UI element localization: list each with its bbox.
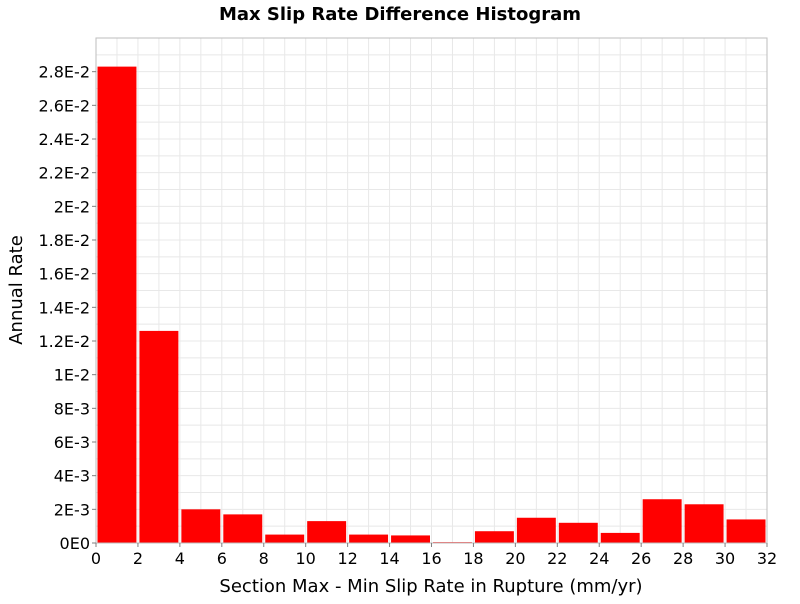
grid-layer [95, 37, 768, 544]
histogram-bar [97, 66, 137, 543]
bar-layer [97, 66, 766, 543]
x-axis-title: Section Max - Min Slip Rate in Rupture (… [219, 576, 642, 597]
chart-title: Max Slip Rate Difference Histogram [219, 4, 581, 25]
histogram-bar [558, 522, 598, 543]
y-tick-label: 0E0 [60, 534, 90, 553]
x-tick-label: 8 [259, 549, 269, 568]
x-axis-ticks: 0 2 4 6 8 10 12 14 16 18 20 22 24 26 28 30 32 [91, 543, 777, 568]
y-axis-ticks: 0E0 2E-3 4E-3 6E-3 8E-3 1E-2 1.2E-2 1.4E-2 1.6E-… [38, 63, 96, 553]
histogram-bar [684, 504, 724, 543]
x-tick-label: 6 [217, 549, 227, 568]
histogram-bar [139, 330, 179, 543]
x-tick-label: 4 [175, 549, 185, 568]
x-tick-label: 30 [715, 549, 735, 568]
y-tick-label: 2.2E-2 [38, 164, 90, 183]
y-tick-label: 2E-2 [54, 197, 90, 216]
x-tick-label: 16 [421, 549, 441, 568]
y-tick-label: 6E-3 [54, 433, 90, 452]
y-tick-label: 2E-3 [54, 500, 90, 519]
y-tick-label: 1.6E-2 [38, 265, 90, 284]
x-tick-label: 14 [379, 549, 399, 568]
x-tick-label: 24 [589, 549, 609, 568]
x-tick-label: 10 [296, 549, 316, 568]
x-tick-label: 18 [463, 549, 483, 568]
y-tick-label: 1.4E-2 [38, 298, 90, 317]
y-tick-label: 1E-2 [54, 366, 90, 385]
histogram-bar [600, 532, 640, 543]
x-tick-label: 32 [757, 549, 777, 568]
y-tick-label: 2.6E-2 [38, 96, 90, 115]
y-tick-label: 2.4E-2 [38, 130, 90, 149]
histogram-bar [726, 519, 766, 543]
histogram-bar [307, 521, 347, 543]
y-tick-label: 4E-3 [54, 467, 90, 486]
histogram-bar [265, 534, 305, 543]
x-tick-label: 28 [673, 549, 693, 568]
x-tick-label: 0 [91, 549, 101, 568]
histogram-bar [642, 499, 682, 543]
x-tick-label: 22 [547, 549, 567, 568]
histogram-bar [516, 517, 556, 543]
y-tick-label: 1.2E-2 [38, 332, 90, 351]
y-tick-label: 1.8E-2 [38, 231, 90, 250]
histogram-bar [181, 509, 221, 543]
x-tick-label: 12 [337, 549, 357, 568]
histogram-bar [349, 534, 389, 543]
y-tick-label: 8E-3 [54, 399, 90, 418]
x-tick-label: 20 [505, 549, 525, 568]
histogram-bar [474, 531, 514, 543]
x-tick-label: 2 [133, 549, 143, 568]
y-tick-label: 2.8E-2 [38, 63, 90, 82]
histogram-bar [391, 535, 430, 543]
x-tick-label: 26 [631, 549, 651, 568]
histogram-bar [223, 514, 263, 543]
y-axis-title: Annual Rate [6, 235, 27, 345]
